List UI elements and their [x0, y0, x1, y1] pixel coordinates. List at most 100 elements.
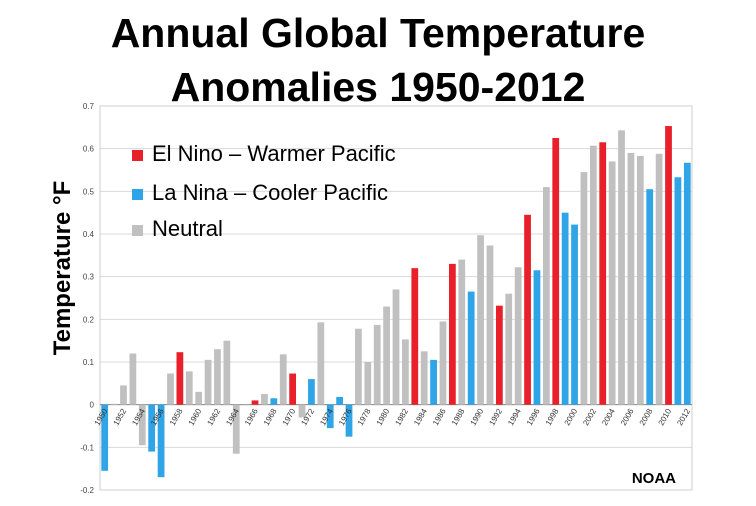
x-tick-label: 2012 — [675, 407, 692, 427]
bar-1977 — [355, 328, 362, 405]
y-axis-label: Temperature °F — [49, 181, 76, 356]
bar-1989 — [467, 291, 475, 405]
y-tick-label: 0.5 — [83, 187, 95, 196]
legend-swatch-lanina — [132, 189, 143, 200]
bar-2012 — [683, 162, 691, 405]
bar-1992 — [495, 305, 503, 405]
bar-2000 — [571, 224, 578, 405]
plot-frame — [99, 105, 693, 491]
bar-1984 — [420, 351, 428, 405]
bar-1958 — [176, 352, 184, 405]
bar-1960 — [195, 391, 203, 405]
bar-2011 — [674, 177, 682, 405]
x-tick-label: 1970 — [281, 407, 298, 427]
bar-1983 — [411, 268, 419, 405]
bar-2003 — [599, 142, 607, 405]
x-tick-label: 1980 — [375, 407, 392, 427]
x-tick-label: 1988 — [450, 407, 467, 427]
legend-label-neutral: Neutral — [152, 216, 223, 241]
bar-1952 — [120, 385, 127, 405]
bar-1997 — [542, 187, 550, 405]
bar-1985 — [430, 359, 437, 405]
bar-1951 — [110, 403, 118, 405]
chart-title-line2: Anomalies 1950-2012 — [170, 64, 586, 110]
chart-title-line1: Annual Global Temperature — [110, 10, 646, 56]
legend-swatch-elnino — [132, 150, 143, 161]
y-tick-label: -0.2 — [80, 486, 94, 495]
bar-1987 — [448, 263, 456, 405]
bar-2001 — [580, 172, 588, 405]
x-tick-label: 1992 — [487, 407, 504, 427]
bar-1965 — [242, 404, 250, 406]
y-tick-label: 0.7 — [83, 102, 95, 111]
x-tick-label: 2010 — [657, 407, 674, 427]
bar-1961 — [204, 359, 212, 405]
bar-1956 — [157, 404, 165, 478]
bar-2004 — [608, 161, 616, 405]
x-tick-label: 1984 — [412, 407, 429, 427]
x-tick-label: 2004 — [600, 407, 617, 427]
y-tick-label: 0.6 — [83, 145, 95, 154]
bar-1999 — [561, 212, 569, 405]
legend-label-lanina: La Nina – Cooler Pacific — [152, 180, 388, 205]
legend-swatch-neutral — [132, 225, 143, 236]
x-tick-label: 2002 — [581, 407, 598, 427]
bar-1991 — [486, 245, 494, 405]
bar-1970 — [289, 373, 297, 405]
bar-1959 — [185, 371, 193, 405]
bar-1969 — [279, 354, 287, 405]
bar-1962 — [214, 349, 221, 405]
x-tick-label: 1982 — [393, 407, 410, 427]
bar-1982 — [402, 339, 409, 405]
y-tick-label: 0 — [90, 401, 95, 410]
x-tick-label: 1986 — [431, 407, 448, 427]
bar-2008 — [646, 189, 654, 405]
x-tick-label: 1960 — [187, 407, 204, 427]
x-tick-label: 1998 — [544, 407, 561, 427]
x-tick-label: 1990 — [469, 407, 486, 427]
bar-1967 — [261, 394, 268, 405]
bar-1990 — [477, 235, 484, 405]
y-tick-label: 0.3 — [83, 273, 95, 282]
bar-1955 — [148, 404, 156, 452]
bar-1964 — [232, 404, 240, 454]
bar-1998 — [552, 138, 560, 405]
x-tick-label: 1952 — [112, 407, 129, 427]
bar-1963 — [223, 340, 231, 405]
bar-1978 — [364, 362, 372, 405]
bar-2005 — [618, 130, 625, 405]
x-tick-label: 1996 — [525, 407, 542, 427]
bar-1975 — [336, 396, 344, 405]
x-tick-label: 2006 — [619, 407, 636, 427]
x-tick-label: 1978 — [356, 407, 373, 427]
bar-1950 — [101, 404, 109, 471]
bar-1980 — [383, 306, 390, 405]
y-tick-label: 0.1 — [83, 358, 95, 367]
x-tick-label: 1958 — [168, 407, 185, 427]
x-tick-label: 2008 — [638, 407, 655, 427]
x-tick-label: 1962 — [205, 407, 222, 427]
x-tick-label: 1994 — [506, 407, 523, 427]
bar-2002 — [589, 145, 597, 405]
bar-1973 — [317, 322, 325, 405]
bar-1988 — [458, 259, 466, 405]
legend-label-elnino: El Nino – Warmer Pacific — [152, 141, 396, 166]
bar-1993 — [505, 293, 513, 405]
x-tick-label: 1968 — [262, 407, 279, 427]
bar-1974 — [326, 404, 334, 429]
bar-1994 — [514, 267, 522, 405]
bar-2010 — [665, 126, 672, 405]
bar-2007 — [636, 155, 644, 405]
bar-1957 — [167, 373, 174, 405]
bar-2006 — [627, 152, 635, 405]
source-label: NOAA — [632, 470, 676, 487]
x-tick-label: 2000 — [563, 407, 580, 427]
bar-1971 — [298, 404, 306, 418]
bar-2009 — [655, 153, 663, 405]
x-tick-label: 1966 — [243, 407, 260, 427]
bar-1954 — [138, 404, 146, 446]
bar-1966 — [251, 400, 259, 405]
y-tick-label: 0.4 — [83, 230, 95, 239]
